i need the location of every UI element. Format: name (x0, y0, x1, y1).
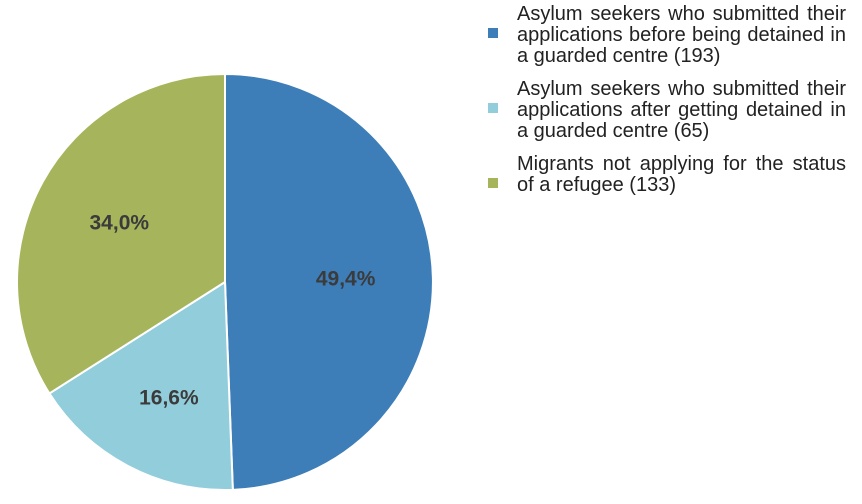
legend-swatch-not-applying (488, 178, 498, 188)
legend-text-after-detention: Asylum seekers who submitted their appli… (517, 78, 846, 142)
legend-swatch-before-detention (488, 28, 498, 38)
legend-text-before-detention: Asylum seekers who submitted their appli… (517, 3, 846, 67)
pie-data-labels: 49,4% 16,6% 34,0% (90, 211, 376, 409)
legend: Asylum seekers who submitted their appli… (486, 4, 846, 208)
legend-swatch-after-detention (488, 103, 498, 113)
pie-data-label-before-detention: 49,4% (316, 267, 376, 290)
pie-slice-after-detention (47, 280, 234, 491)
pie-slice-before-detention (224, 72, 434, 491)
pie-data-label-after-detention: 16,6% (139, 386, 199, 409)
legend-item-before-detention: Asylum seekers who submitted their appli… (486, 4, 846, 67)
pie-data-label-not-applying: 34,0% (90, 211, 150, 234)
legend-item-after-detention: Asylum seekers who submitted their appli… (486, 79, 846, 142)
legend-item-not-applying: Migrants not applying for the status of … (486, 154, 846, 196)
pie-slices (16, 72, 434, 491)
legend-text-not-applying: Migrants not applying for the status of … (517, 153, 846, 196)
pie-slice-not-applying (16, 72, 226, 395)
pie-plot-area: 49,4% 16,6% 34,0% (16, 72, 434, 491)
